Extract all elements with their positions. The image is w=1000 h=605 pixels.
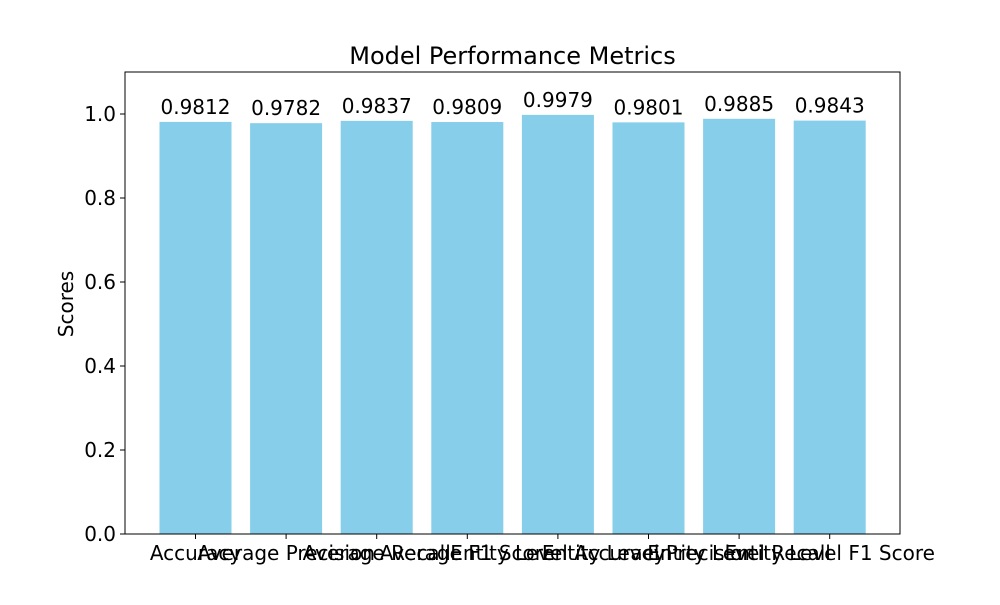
y-tick-label-2: 0.2 bbox=[84, 438, 116, 462]
y-axis: 0.0 0.2 0.4 0.6 0.8 1.0 bbox=[84, 102, 125, 546]
data-label-3: 0.9837 bbox=[342, 94, 412, 118]
x-tick-label-8: Entity Level F1 Score bbox=[724, 541, 935, 565]
x-tick-label-6: Entity Level Precision bbox=[542, 541, 755, 565]
data-label-7: 0.9885 bbox=[704, 92, 774, 116]
data-label-5: 0.9979 bbox=[523, 88, 593, 112]
bar-4 bbox=[431, 122, 504, 535]
y-axis-label: Scores bbox=[54, 271, 78, 337]
y-tick-label-1: 0.0 bbox=[84, 522, 116, 546]
data-label-1: 0.9812 bbox=[161, 95, 231, 119]
bar-7 bbox=[703, 118, 776, 534]
bar-1 bbox=[159, 121, 232, 535]
x-tick-label-4: Average F1 Score bbox=[380, 541, 555, 565]
plot-frame bbox=[124, 71, 901, 535]
x-tick-label-1: Accuracy bbox=[150, 541, 241, 565]
data-label-2: 0.9782 bbox=[251, 96, 321, 120]
chart-title: Model Performance Metrics bbox=[349, 42, 676, 70]
x-tick-label-5: Entity Level Accuracy bbox=[450, 541, 665, 565]
data-label-4: 0.9809 bbox=[432, 95, 502, 119]
y-tick-label-6: 1.0 bbox=[84, 102, 116, 126]
bar-2 bbox=[250, 123, 323, 534]
x-tick-label-7: Entity Level Recall bbox=[647, 541, 831, 565]
x-tick-label-2: Average Precision bbox=[197, 541, 375, 565]
bar-3 bbox=[340, 120, 413, 534]
data-label-8: 0.9843 bbox=[795, 94, 865, 118]
y-tick-label-3: 0.4 bbox=[84, 354, 116, 378]
data-label-6: 0.9801 bbox=[614, 95, 684, 119]
y-tick-label-4: 0.6 bbox=[84, 270, 116, 294]
bar-8 bbox=[793, 120, 866, 534]
bars-layer: 0.9812 0.9782 0.9837 0.9809 0.9979 0.9801 0.98… bbox=[159, 88, 866, 535]
bar-5 bbox=[521, 114, 594, 534]
bar-6 bbox=[612, 122, 685, 535]
y-tick-label-5: 0.8 bbox=[84, 186, 116, 210]
x-tick-label-3: Average Recall bbox=[303, 541, 451, 565]
